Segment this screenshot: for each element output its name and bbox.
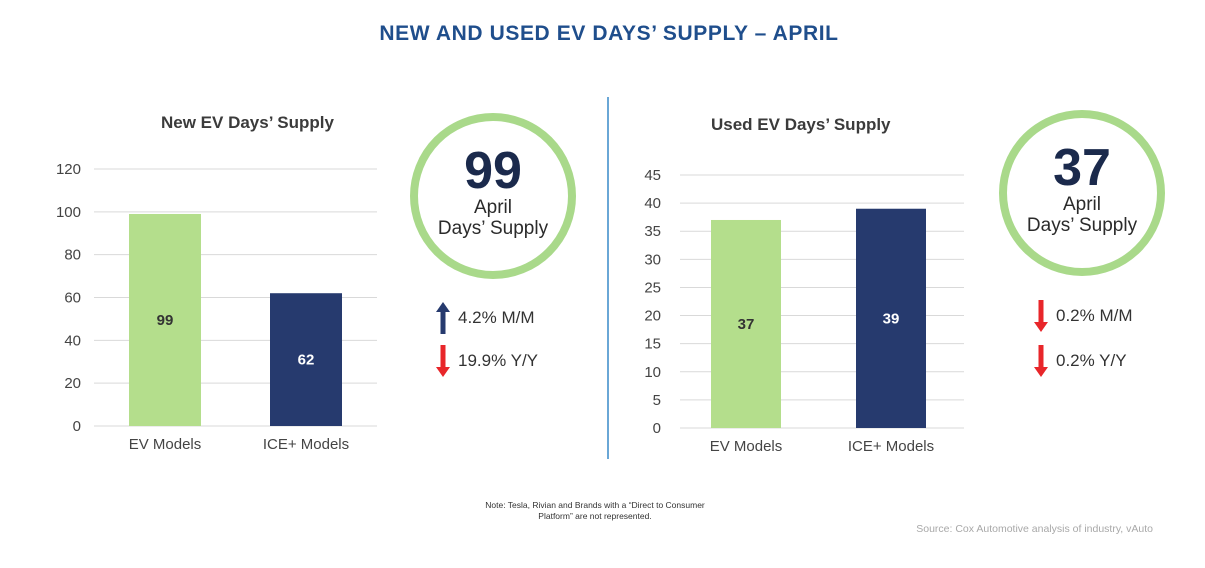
used-y-tick-label: 0	[653, 420, 661, 437]
used-y-tick-label: 30	[644, 251, 661, 268]
used-mm-change: 0.2% M/M	[1034, 300, 1133, 332]
used-data-label: 37	[738, 316, 755, 333]
used-circle-label-month: April	[1062, 194, 1101, 215]
new-bar-ev	[129, 213, 201, 426]
new-days-supply-value: 99	[464, 142, 522, 200]
panel-divider	[607, 97, 609, 459]
used-circle-label-days: Days’ Supply	[1026, 215, 1138, 236]
new-y-tick-label: 100	[56, 204, 81, 221]
footnote-line-2: Platform” are not represented.	[538, 511, 652, 521]
new-bar-ice	[270, 293, 342, 426]
used-category-label: ICE+ Models	[848, 438, 934, 455]
new-data-label: 99	[157, 312, 174, 329]
used-chart-title: Used EV Days’ Supply	[711, 115, 891, 134]
new-mm-change-text: 4.2% M/M	[458, 308, 535, 327]
used-data-label: 39	[883, 310, 900, 327]
new-y-tick-label: 120	[56, 161, 81, 178]
new-y-tick-label: 40	[64, 332, 81, 349]
arrow-down-icon	[436, 345, 450, 377]
arrow-down-icon	[1034, 300, 1048, 332]
used-mm-change-text: 0.2% M/M	[1056, 306, 1133, 325]
new-data-label: 62	[298, 352, 315, 369]
new-mm-change: 4.2% M/M	[436, 302, 535, 334]
new-chart-title: New EV Days’ Supply	[161, 113, 334, 132]
used-bar-ev	[711, 219, 781, 428]
used-y-tick-label: 40	[644, 195, 661, 212]
used-y-tick-label: 35	[644, 223, 661, 240]
new-y-tick-label: 80	[64, 247, 81, 264]
used-y-tick-label: 45	[644, 167, 661, 184]
used-yy-change-text: 0.2% Y/Y	[1056, 351, 1127, 370]
new-days-supply-circle: 99 April Days’ Supply	[410, 113, 576, 279]
new-circle-label-month: April	[473, 197, 512, 218]
new-y-tick-label: 60	[64, 290, 81, 307]
new-y-tick-label: 20	[64, 375, 81, 392]
used-days-supply-circle: 37 April Days’ Supply	[999, 110, 1165, 276]
used-y-tick-label: 5	[653, 392, 661, 409]
new-category-label: EV Models	[129, 436, 202, 453]
used-bar-ice	[856, 208, 926, 428]
used-y-tick-label: 25	[644, 279, 661, 296]
new-category-label: ICE+ Models	[263, 436, 349, 453]
used-yy-change: 0.2% Y/Y	[1034, 345, 1127, 377]
new-circle-label-days: Days’ Supply	[437, 218, 549, 239]
footnote-line-1: Note: Tesla, Rivian and Brands with a “D…	[485, 500, 705, 510]
used-category-label: EV Models	[710, 438, 783, 455]
used-y-tick-label: 15	[644, 336, 661, 353]
new-y-tick-label: 0	[73, 418, 81, 435]
used-days-supply-value: 37	[1053, 139, 1111, 197]
arrow-down-icon	[1034, 345, 1048, 377]
used-y-tick-label: 10	[644, 364, 661, 381]
new-yy-change: 19.9% Y/Y	[436, 345, 538, 377]
new-yy-change-text: 19.9% Y/Y	[458, 351, 539, 370]
used-y-tick-label: 20	[644, 308, 661, 325]
footnote: Note: Tesla, Rivian and Brands with a “D…	[470, 500, 720, 522]
page-title: NEW AND USED EV DAYS’ SUPPLY – APRIL	[379, 22, 839, 45]
source-note: Source: Cox Automotive analysis of indus…	[916, 523, 1153, 535]
arrow-up-icon	[436, 302, 450, 334]
